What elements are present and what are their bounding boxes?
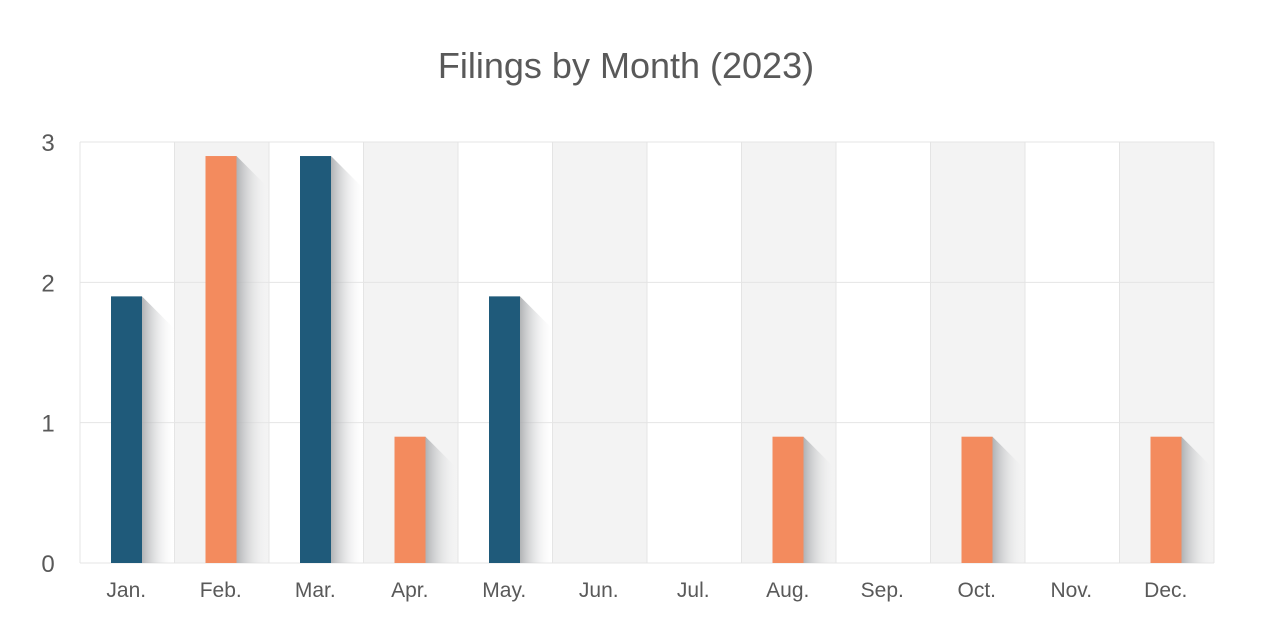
- x-tick-label: Jun.: [579, 579, 619, 602]
- x-tick-label: Jan.: [106, 579, 146, 602]
- y-tick-label: 0: [41, 551, 54, 578]
- bar-aug: [772, 436, 804, 563]
- bar-jan: [111, 296, 142, 563]
- bar-apr: [394, 436, 426, 563]
- x-tick-label: Nov.: [1050, 579, 1092, 602]
- bar-shadow: [803, 436, 838, 563]
- x-tick-label: Sep.: [861, 579, 904, 602]
- x-tick-label: Aug.: [766, 579, 809, 602]
- bar-shadow: [425, 436, 460, 563]
- bar-feb: [205, 156, 237, 564]
- bar-shadow: [992, 436, 1027, 563]
- x-tick-label: Oct.: [957, 579, 996, 602]
- y-axis: 0 1 2 3: [41, 130, 54, 578]
- y-tick-label: 3: [41, 130, 54, 157]
- y-tick-label: 2: [41, 270, 54, 297]
- x-tick-label: Dec.: [1144, 579, 1187, 602]
- column-band: [552, 142, 647, 563]
- bar-shadow: [142, 296, 176, 563]
- x-tick-label: Apr.: [391, 579, 428, 602]
- bar-may: [489, 296, 520, 563]
- x-tick-label: Feb.: [200, 579, 242, 602]
- y-tick-label: 1: [41, 411, 54, 438]
- chart-title: Filings by Month (2023): [438, 45, 814, 86]
- x-axis: Jan. Feb. Mar. Apr. May. Jun. Jul. Aug. Sep. Oct.…: [106, 579, 1187, 602]
- bar-mar: [300, 156, 331, 564]
- bar-shadow: [1181, 436, 1216, 563]
- bar-oct: [961, 436, 993, 563]
- x-tick-label: Jul.: [677, 579, 710, 602]
- bars: [111, 156, 1182, 564]
- bar-shadow: [520, 296, 554, 563]
- x-tick-label: Mar.: [295, 579, 336, 602]
- x-tick-label: May.: [482, 579, 526, 602]
- bar-shadow: [236, 156, 271, 564]
- bar-dec: [1150, 436, 1182, 563]
- bar-shadow: [331, 156, 365, 564]
- bar-shadows: [142, 156, 1216, 564]
